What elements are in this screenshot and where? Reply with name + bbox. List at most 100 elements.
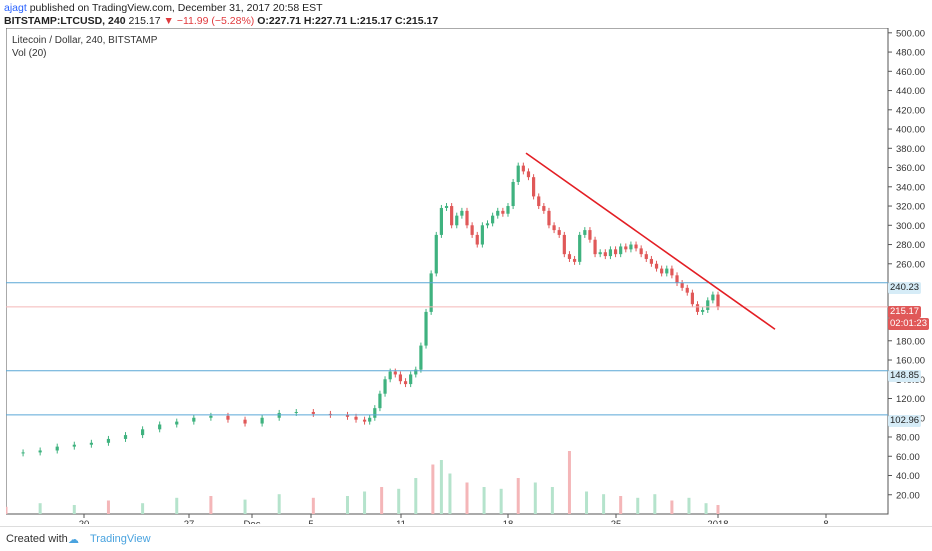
candle-body [38, 450, 42, 453]
y-tick-label: 360.00 [896, 163, 925, 174]
candle-body [328, 413, 333, 415]
candle-body [583, 230, 587, 235]
symbol-label: BITSTAMP:LTCUSD, 240 [4, 15, 126, 27]
candle-body [158, 424, 162, 430]
candle-body [439, 207, 443, 235]
y-tick-label: 260.00 [896, 259, 925, 270]
candle-body [470, 225, 474, 235]
y-tick-label: 160.00 [896, 356, 925, 367]
candle-body [552, 225, 556, 231]
volume-bar [716, 505, 720, 514]
candle-body [480, 225, 484, 245]
chart-header: ajagt published on TradingView.com, Dece… [0, 0, 932, 28]
candle-body [209, 415, 213, 418]
candle-body [491, 215, 495, 224]
candle-body [639, 248, 643, 255]
candle-body [226, 415, 230, 420]
candle-body [388, 371, 392, 380]
y-tick-label: 440.00 [896, 86, 925, 97]
down-arrow-icon: ▼ [163, 15, 174, 27]
candle-body [537, 196, 541, 207]
candle-body [373, 408, 377, 418]
volume-bar [380, 487, 384, 514]
plot-border [5, 27, 889, 515]
candle-body [106, 438, 111, 443]
candle-body [701, 309, 705, 312]
tradingview-brand[interactable]: TradingView [90, 533, 151, 545]
candle-body [496, 210, 500, 216]
candle-body [521, 165, 525, 172]
candle-body [383, 379, 387, 394]
chart-svg[interactable]: 500.00 480.00 460.00 440.00 420.00 400.00 380.… [4, 27, 926, 530]
y-tick-label: 280.00 [896, 240, 925, 251]
countdown-tag: 02:01:23 [888, 318, 929, 330]
candle-body [434, 234, 438, 274]
y-tick-label: 180.00 [896, 336, 925, 347]
legend-volume: Vol (20) [12, 48, 47, 59]
tradingview-logo-icon: ☁ [68, 534, 79, 546]
candle-body [716, 294, 720, 308]
volume-bar [141, 503, 145, 514]
candle-body [485, 223, 490, 226]
y-tick-label: 420.00 [896, 105, 925, 116]
candle-body [362, 419, 367, 422]
candle-body [593, 239, 597, 255]
candle-body [409, 374, 413, 385]
candle-body [21, 452, 25, 454]
volume-bar [585, 491, 589, 514]
y-tick-label: 380.00 [896, 144, 925, 155]
candle-body [140, 429, 145, 436]
candle-body [557, 230, 561, 235]
volume-bar [345, 496, 349, 514]
volume-bar [482, 487, 486, 514]
candle-body [711, 294, 715, 301]
volume-bar [670, 500, 674, 514]
candle-body [475, 234, 479, 245]
chart-area[interactable]: 500.00 480.00 460.00 440.00 420.00 400.00 380.… [4, 27, 926, 530]
candle-body [368, 417, 372, 422]
y-tick-label: 480.00 [896, 48, 925, 59]
y-tick-label: 340.00 [896, 182, 925, 193]
candle-body [624, 246, 628, 250]
candle-body [192, 417, 196, 422]
candle-body [547, 210, 551, 226]
volume-bar [499, 488, 503, 514]
volume-bar [602, 494, 606, 514]
candle-body [429, 273, 433, 312]
volume-bar [243, 499, 247, 514]
published-text: published on TradingView.com, December 3… [29, 2, 323, 14]
volume-bar [277, 494, 281, 514]
price-tag-103: 102.96 [888, 415, 922, 427]
volume-bar [550, 487, 554, 514]
candle-body [393, 371, 397, 375]
candle-body [588, 230, 592, 240]
volume-bar [414, 478, 418, 514]
candle-body [675, 275, 679, 284]
x-tick-label: 11 [396, 519, 406, 524]
created-with-text: Created with [6, 533, 68, 545]
candle-body [398, 374, 403, 382]
candle-body [55, 446, 59, 451]
candle-body [598, 252, 602, 255]
candle-body [89, 442, 93, 445]
x-tick-label: 25 [611, 519, 622, 524]
volume-bar [363, 491, 367, 514]
volume-bar [106, 500, 110, 514]
chart-legend: Litecoin / Dollar, 240, BITSTAMP Vol (20… [12, 34, 157, 60]
volume-bar [465, 482, 469, 514]
volume-bar [397, 488, 401, 514]
symbol-line: BITSTAMP:LTCUSD, 240 215.17 ▼ −11.99 (−5… [4, 15, 438, 27]
author-name[interactable]: ajagt [4, 2, 27, 14]
candle-body [72, 444, 76, 447]
candle-body [572, 258, 577, 262]
candle-body [378, 393, 382, 409]
y-tick-label: 40.00 [896, 471, 920, 482]
y-tick-label: 300.00 [896, 221, 925, 232]
x-tick-label: 20 [79, 519, 90, 524]
candle-body [345, 414, 350, 417]
candle-body [511, 181, 515, 207]
candle-body [619, 246, 623, 255]
y-tick-label: 460.00 [896, 67, 925, 78]
volume-bar [72, 505, 76, 514]
footer: Created with ☁ TradingView [0, 526, 932, 551]
